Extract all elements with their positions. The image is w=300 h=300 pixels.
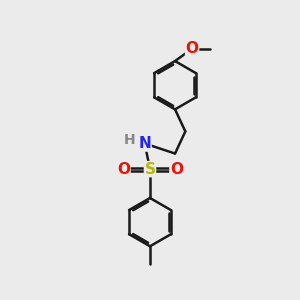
Text: O: O (117, 162, 130, 177)
Text: H: H (124, 133, 135, 147)
Text: O: O (170, 162, 183, 177)
Text: S: S (145, 162, 155, 177)
Text: O: O (186, 41, 199, 56)
Text: N: N (138, 136, 151, 151)
